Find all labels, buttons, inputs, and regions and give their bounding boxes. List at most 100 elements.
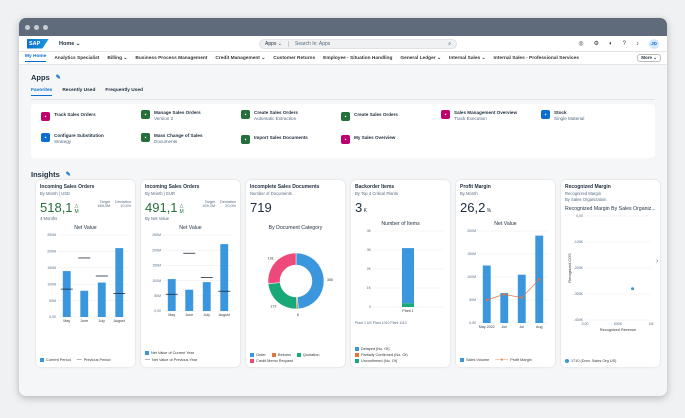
app-tile-subtitle: Version 2 [154, 115, 174, 121]
insight-card-incomplete-sales-documents[interactable]: Incomplete Sales Documents Number of Doc… [246, 180, 345, 367]
bar [80, 290, 89, 317]
y-tick-label: -300K [574, 292, 584, 296]
nav-analytics-specialist[interactable]: Analytics Specialist [54, 55, 100, 61]
app-tile[interactable]: ▪ Manage Sales Orders Version 2 [141, 110, 201, 121]
avatar[interactable]: JD [649, 38, 659, 49]
y-tick-label: 250M [47, 233, 56, 237]
window-close-dot[interactable] [25, 24, 30, 30]
copilot-icon[interactable]: ◎ [578, 41, 584, 47]
card-title: Backorder Items [355, 184, 395, 190]
y-tick-label: 50M [154, 294, 161, 298]
chart-legend: Order Returns Quotation Credit Memo Requ… [250, 353, 342, 363]
shell-bar: SAP Home ⌄ Apps ⌄ Search In: Apps ⌕ ◎ ⚙ … [19, 36, 667, 52]
kpi-value: 719 [250, 200, 272, 215]
app-tile-subtitle: Single Material [554, 115, 585, 121]
app-tile[interactable]: ▪ Stock Single Material [541, 110, 584, 121]
y-tick-label: 250M [152, 233, 161, 237]
bar [482, 265, 491, 323]
slice-value-label: 350 [327, 278, 333, 282]
y-tick-label: 0 [369, 305, 371, 309]
home-menu[interactable]: Home ⌄ [59, 40, 81, 47]
y-tick-label: 100M [47, 282, 56, 286]
app-tile[interactable]: ▪ Sales Management Overview Track Executio… [441, 110, 517, 121]
nav-credit-management[interactable]: Credit Management ⌄ [215, 55, 266, 61]
edit-insights-icon[interactable]: ✎ [65, 172, 71, 178]
search-icon[interactable]: ⌕ [448, 40, 451, 47]
kpi-value: 518,1 △ M [40, 200, 79, 215]
app-tile[interactable]: ▪ My Sales Overview [341, 135, 395, 144]
import-icon: ▪ [241, 135, 250, 144]
x-tick-label: May [168, 313, 175, 317]
y-tick-label: 2K [367, 267, 372, 271]
nav-employee-situation-handling[interactable]: Employee - Situation Handling [323, 55, 393, 61]
tab-recently-used[interactable]: Recently Used [62, 88, 96, 93]
nav-billing[interactable]: Billing ⌄ [107, 55, 128, 61]
nav-my-home[interactable]: My Home [25, 54, 47, 62]
app-tile-title: Configure Substitution [54, 133, 104, 138]
window-minimize-dot[interactable] [34, 24, 39, 30]
window-maximize-dot[interactable] [43, 24, 48, 30]
slice-value-label: 172 [271, 305, 277, 309]
insights-header: Insights ✎ [31, 170, 655, 179]
notification-bell-icon[interactable]: ♪ [636, 40, 639, 47]
x-tick-label: 1M [649, 322, 654, 326]
insight-card-profit-margin[interactable]: Profit Margin By Month 26,2 % Net Value … [456, 180, 555, 367]
tab-frequently-used[interactable]: Frequently Used [105, 88, 143, 93]
search-bar[interactable]: Apps ⌄ Search In: Apps ⌕ [259, 38, 457, 49]
app-tile[interactable]: ▪ Create Sales Orders Automatic Extraction [241, 110, 298, 121]
app-tile-subtitle: Automatic Extraction [254, 115, 297, 121]
profit-margin-line [486, 279, 540, 301]
donut-slice [295, 252, 325, 310]
order-icon: ▪ [41, 112, 50, 121]
card-title: Profit Margin [460, 184, 491, 190]
nav-customer-returns[interactable]: Customer Returns [273, 55, 316, 61]
chart-legend: Current Period — Previous Period [40, 357, 132, 363]
settings-icon[interactable]: ⚙ [593, 41, 600, 47]
app-tile[interactable]: ▪ Track Sales Orders [41, 112, 96, 121]
x-tick-label: June [185, 313, 193, 317]
y-tick-label: 200M [47, 250, 56, 254]
help-icon[interactable]: ? [622, 40, 626, 47]
app-tile[interactable]: ▪ Import Sales Documents [241, 135, 308, 144]
x-tick-label: July [99, 319, 106, 323]
search-input[interactable]: Search In: Apps [295, 40, 331, 47]
x-tick-label: Aug [536, 325, 542, 329]
app-tile[interactable]: ▪ Configure Substitution Strategy [41, 133, 104, 144]
apps-header: Apps ✎ [31, 73, 655, 82]
nav-internal-sales[interactable]: Internal Sales ⌄ [448, 55, 486, 61]
slice-value-label: 191 [268, 256, 274, 260]
app-tile[interactable]: ▪ Mass Change of Sales Documents [141, 133, 203, 144]
assistant-icon[interactable]: ◐ [609, 40, 613, 47]
window-titlebar [19, 18, 667, 36]
tab-favorites[interactable]: Favorites [31, 88, 53, 96]
y-tick-label: 150M [152, 264, 161, 268]
x-tick-label: Jun [501, 325, 507, 329]
nav-business-process-management[interactable]: Business Process Management [135, 55, 208, 61]
insight-card-incoming-sales-eur[interactable]: Incoming Sales Orders By Month | EUR 491… [141, 180, 240, 367]
y-tick-label: 0,00 [469, 321, 476, 325]
search-scope-select[interactable]: Apps ⌄ [265, 40, 289, 47]
sap-logo[interactable]: SAP [27, 38, 49, 49]
create-icon: ▪ [241, 110, 250, 119]
nav-general-ledger[interactable]: General Ledger ⌄ [400, 55, 441, 61]
edit-apps-icon[interactable]: ✎ [55, 75, 61, 81]
y-tick-label: 0,00 [49, 315, 56, 319]
more-button[interactable]: More ⌄ [637, 54, 661, 62]
insight-card-backorder-items[interactable]: Backorder Items By Top 4 Critical Plants… [351, 180, 450, 367]
chart-legend: Net Value of Current Year — Net Value of … [145, 351, 198, 363]
insight-card-incoming-sales-usd[interactable]: Incoming Sales Orders By Month | USD 518… [36, 180, 135, 367]
app-tile[interactable]: ▪ Create Sales Orders [341, 112, 398, 121]
card-title: Incoming Sales Orders [40, 184, 95, 190]
x-tick-label: August [219, 313, 230, 317]
carousel-next-icon[interactable]: › [656, 258, 659, 265]
insight-card-recognized-margin[interactable]: Recognized Margin Recognized Margin By S… [561, 180, 660, 367]
bar [402, 248, 414, 304]
target-deviation: Target 469,0M Deviation 10,5% [97, 200, 131, 208]
card-subtitle-2: By Sales Organization [565, 197, 607, 202]
profit-margin-point [485, 298, 488, 302]
chart-legend: Delayed (No. Of) Partially Confirmed (No… [355, 347, 447, 363]
bar [402, 303, 414, 307]
y-tick-label: -400K [574, 318, 584, 322]
nav-internal-sales-professional-services[interactable]: Internal Sales - Professional Services [493, 55, 579, 61]
